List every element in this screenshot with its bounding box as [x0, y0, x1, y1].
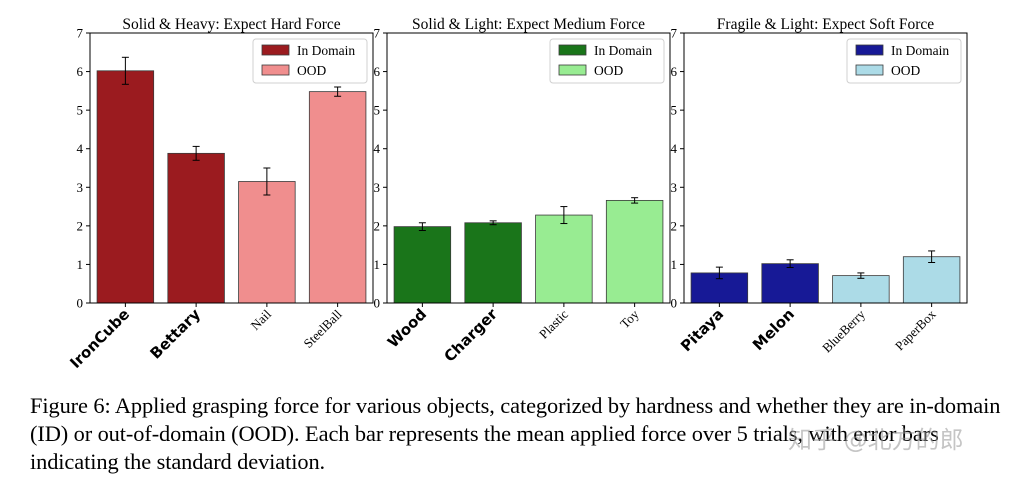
legend-swatch	[261, 64, 290, 76]
chart-panel-1: Solid & Heavy: Expect Hard Force 0 1 2 3 4 5 6 7…	[66, 16, 374, 372]
bar-plastic	[535, 214, 593, 304]
axes-frame	[386, 32, 671, 304]
legend-label: In Domain	[297, 43, 355, 58]
legend-swatch	[855, 44, 884, 56]
figure-chart: Solid & Heavy: Expect Hard Force 0 1 2 3 4 5 6 7…	[66, 16, 968, 372]
legend-label: OOD	[594, 63, 623, 78]
x-tick-label: SteelBall	[300, 306, 345, 351]
x-tick-label: Charger	[440, 305, 501, 366]
x-tick-label: Pitaya	[677, 305, 727, 355]
legend-label: In Domain	[891, 43, 949, 58]
legend-label: OOD	[297, 63, 326, 78]
legend-swatch	[261, 44, 290, 56]
bar-paperbox	[902, 256, 961, 304]
figure-caption: Figure 6: Applied grasping force for var…	[30, 393, 1001, 474]
y-tick-label: 5	[374, 103, 381, 118]
legend-swatch	[855, 64, 884, 76]
x-tick-label: PaperBox	[892, 306, 939, 353]
y-tick-label: 5	[77, 103, 84, 118]
x-tick-label: Plastic	[536, 306, 571, 341]
bar-bettary	[167, 152, 225, 304]
legend-swatch	[558, 44, 587, 56]
y-tick-label: 0	[671, 296, 678, 311]
y-tick-label: 4	[77, 141, 84, 156]
chart-title: Solid & Heavy: Expect Hard Force	[122, 16, 340, 33]
chart-title: Solid & Light: Expect Medium Force	[412, 16, 645, 33]
y-tick-label: 4	[671, 141, 678, 156]
y-tick-label: 6	[374, 64, 381, 79]
y-tick-label: 3	[77, 180, 84, 195]
y-tick-label: 6	[671, 64, 678, 79]
bar-melon	[761, 263, 819, 304]
y-tick-label: 7	[374, 26, 381, 41]
y-tick-label: 5	[671, 103, 678, 118]
x-tick-label: Nail	[248, 306, 275, 333]
y-tick-label: 6	[77, 64, 84, 79]
y-tick-label: 1	[671, 257, 678, 272]
chart-panel-3: Fragile & Light: Expect Soft Force 0 1 2 3 4 5…	[671, 16, 968, 355]
x-tick-label: IronCube	[66, 305, 133, 372]
axes-frame	[89, 32, 374, 304]
x-tick-label: Bettary	[147, 305, 205, 363]
y-tick-label: 2	[77, 218, 84, 233]
watermark-text: 知乎 @北方的郎	[788, 426, 964, 454]
y-tick-label: 0	[374, 296, 381, 311]
legend-label: In Domain	[594, 43, 652, 58]
bar-charger	[464, 222, 522, 304]
y-tick-label: 3	[374, 180, 381, 195]
bar-ironcube	[96, 70, 155, 304]
x-tick-label: BlueBerry	[819, 306, 868, 355]
axes-frame	[683, 32, 968, 304]
legend-label: OOD	[891, 63, 920, 78]
bar-nail	[238, 181, 296, 304]
y-tick-label: 1	[77, 257, 84, 272]
y-tick-label: 7	[671, 26, 678, 41]
y-tick-label: 2	[374, 218, 381, 233]
bar-toy	[605, 199, 664, 304]
x-tick-label: Melon	[749, 305, 798, 354]
y-tick-label: 0	[77, 296, 84, 311]
x-tick-label: Wood	[384, 305, 430, 351]
legend-swatch	[558, 64, 587, 76]
bar-blueberry	[832, 275, 890, 304]
y-tick-label: 7	[77, 26, 84, 41]
bar-steelball	[308, 91, 367, 304]
y-tick-label: 2	[671, 218, 678, 233]
y-tick-label: 1	[374, 257, 381, 272]
chart-panel-2: Solid & Light: Expect Medium Force 0 1 2 3 4 5…	[374, 16, 671, 366]
x-tick-label: Toy	[617, 306, 642, 331]
y-tick-label: 3	[671, 180, 678, 195]
chart-title: Fragile & Light: Expect Soft Force	[717, 16, 935, 33]
y-tick-label: 4	[374, 141, 381, 156]
bar-wood	[393, 226, 452, 304]
